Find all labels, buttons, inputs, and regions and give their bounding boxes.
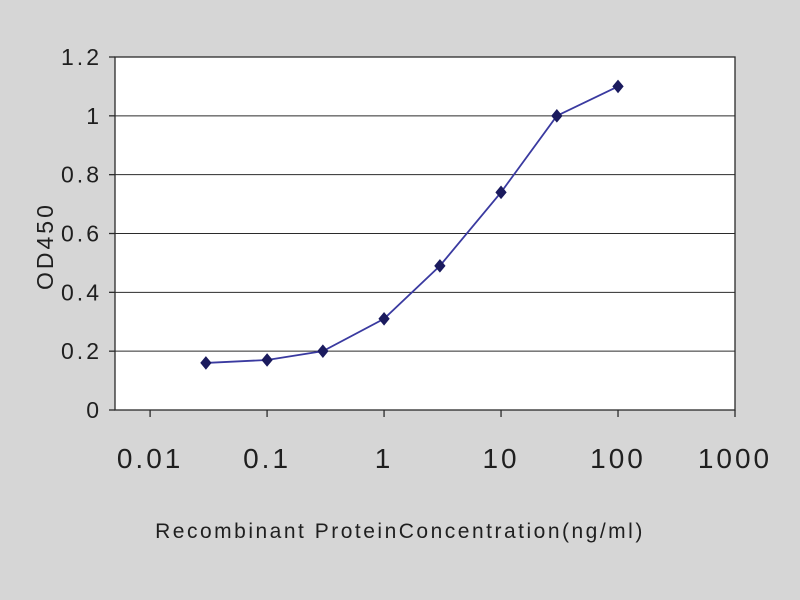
data-point-marker (612, 79, 624, 94)
y-tick-label: 0.8 (61, 162, 102, 188)
x-tick-label: 1000 (698, 443, 772, 474)
x-axis-label: Recombinant ProteinConcentration(ng/ml) (155, 520, 645, 543)
y-tick-label: 1.2 (61, 44, 102, 70)
y-axis-label-text: OD450 (32, 202, 58, 290)
data-point-marker (200, 356, 212, 370)
x-tick-label: 0.01 (117, 443, 184, 474)
y-tick-label: 0.4 (61, 279, 102, 305)
x-tick-label: 10 (482, 443, 519, 474)
y-tick-label: 1 (86, 103, 102, 129)
y-tick-label: 0.6 (61, 221, 102, 247)
data-point-marker (434, 259, 446, 273)
data-point-marker (551, 109, 563, 123)
y-tick-label: 0.2 (61, 338, 102, 364)
data-point-marker (317, 344, 329, 358)
data-point-marker (261, 353, 273, 367)
data-point-marker (495, 185, 507, 200)
data-line (205, 85, 619, 364)
data-point-marker (378, 312, 390, 326)
x-tick-label: 1 (375, 443, 394, 474)
y-tick-label: 0 (86, 397, 102, 423)
x-tick-label: 0.1 (243, 443, 291, 474)
x-tick-label: 100 (590, 443, 646, 474)
